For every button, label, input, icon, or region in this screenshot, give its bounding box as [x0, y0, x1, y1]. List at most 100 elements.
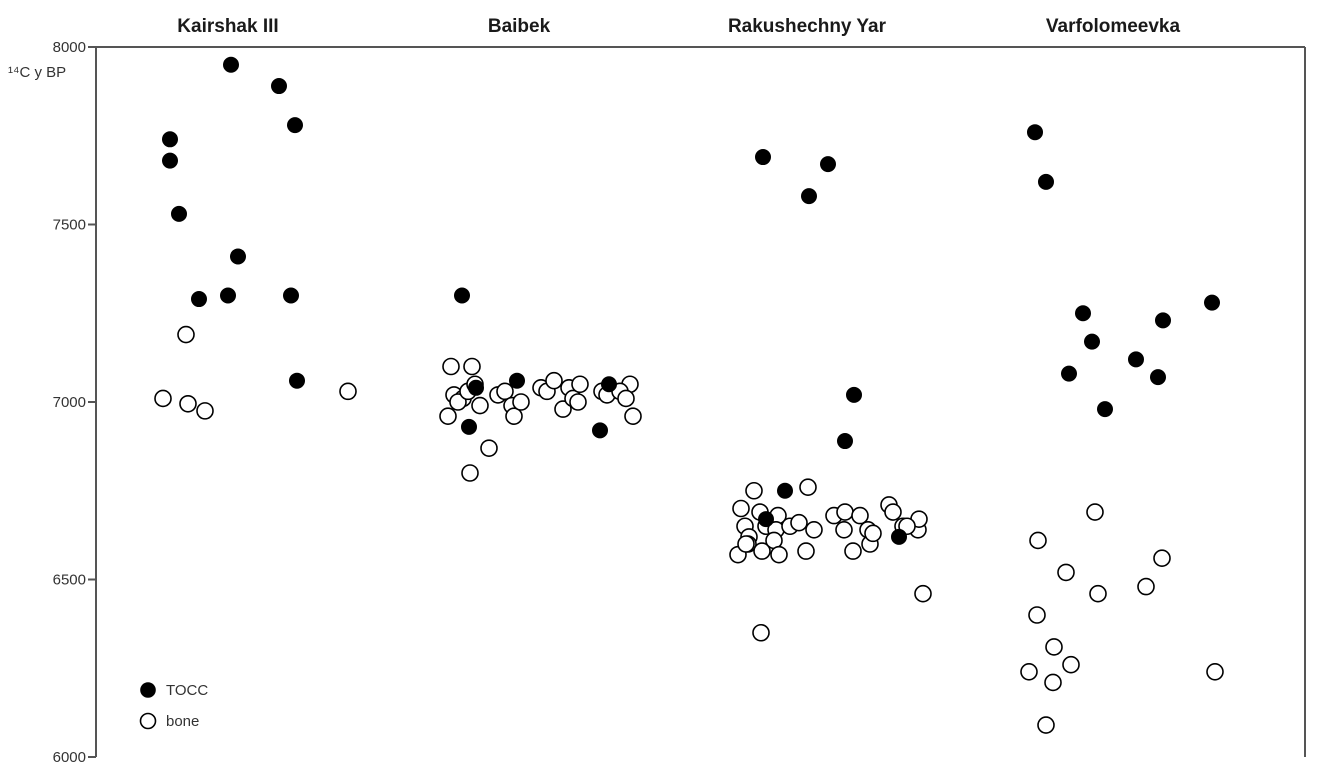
bone-point [737, 535, 755, 553]
tocc-point [801, 188, 817, 205]
y-tick-label: 7500 [53, 217, 86, 234]
bone-point [442, 357, 460, 376]
bone-point [471, 396, 489, 415]
bone-point [569, 393, 587, 411]
bone-point [914, 584, 932, 603]
tocc-point [777, 482, 793, 499]
tocc-point [1150, 369, 1166, 386]
legend-label-tocc: TOCC [166, 682, 208, 699]
tocc-point [1075, 305, 1091, 322]
bone-point [463, 357, 481, 376]
tocc-point [162, 152, 178, 169]
bone-point [732, 499, 750, 518]
bone-point [512, 393, 530, 411]
bone-point [1057, 563, 1075, 582]
bone-point [1028, 606, 1046, 624]
y-tick-label: 8000 [53, 39, 86, 56]
tocc-point [468, 379, 484, 396]
bone-point [461, 464, 479, 482]
site-label: Baibek [488, 16, 551, 37]
bone-point [339, 382, 357, 401]
bone-point [799, 478, 817, 497]
tocc-point [837, 433, 853, 450]
bone-point [1206, 662, 1224, 681]
y-axis: 6000 6500 7000 7500 8000 ¹⁴C y BP [8, 39, 96, 762]
tocc-point [283, 287, 299, 304]
site-label: Rakushechny Yar [728, 16, 887, 37]
bone-point [177, 325, 195, 344]
tocc-point [220, 287, 236, 304]
bone-point [1137, 577, 1155, 596]
y-tick-label: 6500 [53, 572, 86, 589]
legend-label-bone: bone [166, 713, 199, 730]
bone-point [1089, 584, 1107, 603]
bone-point [554, 400, 572, 418]
y-tick-label: 6000 [53, 749, 86, 762]
bone-point [179, 394, 197, 413]
site-label: Varfolomeevka [1046, 16, 1181, 37]
tocc-point [461, 418, 477, 435]
tocc-point [1097, 401, 1113, 418]
tocc-point [509, 372, 525, 389]
bone-point [805, 520, 823, 539]
bone-point [864, 524, 882, 543]
bone-point [1037, 716, 1055, 734]
bone-point [1086, 503, 1104, 521]
bone-point [844, 542, 862, 560]
bone-point [745, 481, 763, 500]
bone-point [439, 407, 457, 426]
tocc-point [758, 511, 774, 528]
tocc-point [846, 386, 862, 403]
bone-point [753, 542, 771, 560]
legend: TOCC bone [139, 682, 208, 730]
tocc-point [230, 248, 246, 265]
tocc-point [287, 117, 303, 134]
plot-frame [95, 46, 1306, 757]
tocc-point [1084, 333, 1100, 350]
site-label: Kairshak III [177, 16, 278, 37]
tocc-point [191, 291, 207, 308]
tocc-point [271, 78, 287, 95]
bone-point [1153, 549, 1171, 568]
y-axis-unit-label: ¹⁴C y BP [8, 64, 66, 81]
y-tick-label: 7000 [53, 394, 86, 411]
bone-point [617, 389, 635, 408]
tocc-point [1038, 173, 1054, 190]
bone-point [1020, 662, 1038, 681]
bone-point [505, 407, 523, 426]
legend-marker-bone [139, 712, 157, 730]
tocc-point [755, 149, 771, 166]
bone-point [790, 513, 808, 532]
tocc-point [454, 287, 470, 304]
bone-point [752, 623, 770, 642]
bone-point [797, 542, 815, 560]
tocc-point [592, 422, 608, 439]
bone-point [1062, 655, 1080, 674]
tocc-point [601, 376, 617, 393]
tocc-point [223, 56, 239, 73]
legend-marker-tocc [140, 682, 156, 698]
tocc-point [1155, 312, 1171, 329]
bone-point [1029, 531, 1047, 550]
bone-point [884, 503, 902, 521]
tocc-point [289, 372, 305, 389]
bone-point [154, 389, 172, 408]
bone-point [835, 520, 853, 539]
tocc-point [1204, 294, 1220, 311]
bone-point [449, 393, 467, 411]
tocc-point [162, 131, 178, 148]
bone-point [624, 407, 642, 426]
tocc-point [820, 156, 836, 173]
bone-point [770, 545, 788, 564]
tocc-point [171, 205, 187, 222]
tocc-point [1128, 351, 1144, 368]
bone-point [196, 402, 214, 420]
tocc-point [1027, 124, 1043, 141]
bone-point [851, 506, 869, 525]
site-labels: Kairshak III Baibek Rakushechny Yar Varfolo… [177, 16, 1180, 37]
bone-point [571, 375, 589, 394]
tocc-point [1061, 365, 1077, 382]
bone-point [496, 382, 514, 401]
bone-point [1045, 638, 1063, 656]
